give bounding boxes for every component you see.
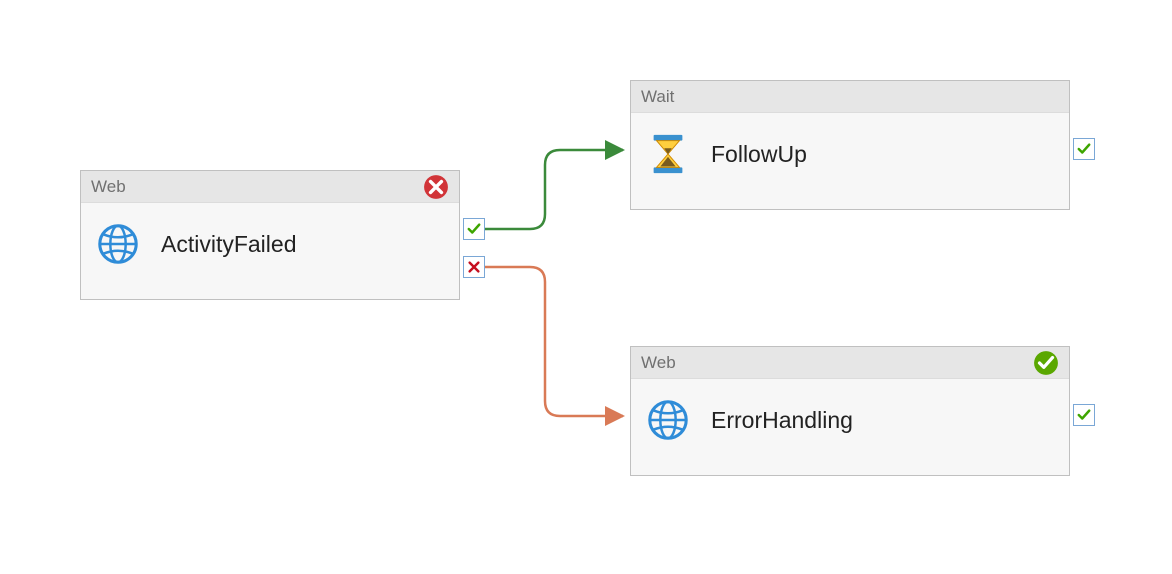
node-header: Web — [81, 171, 459, 203]
node-type-label: Web — [641, 347, 676, 379]
node-label: FollowUp — [711, 141, 807, 168]
status-failed-icon — [423, 174, 449, 200]
hourglass-icon — [645, 131, 691, 177]
pipeline-canvas[interactable]: Web ActivityFailed — [0, 0, 1172, 574]
globe-icon — [645, 397, 691, 443]
node-error-handling[interactable]: Web ErrorHandling — [630, 346, 1070, 476]
node-header: Web — [631, 347, 1069, 379]
edge-success — [485, 150, 623, 229]
port-success[interactable] — [1073, 138, 1095, 160]
node-label: ActivityFailed — [161, 231, 296, 258]
node-body: ErrorHandling — [631, 379, 1069, 465]
node-body: ActivityFailed — [81, 203, 459, 289]
node-activity-failed[interactable]: Web ActivityFailed — [80, 170, 460, 300]
status-success-icon — [1033, 350, 1059, 376]
node-body: FollowUp — [631, 113, 1069, 199]
port-fail[interactable] — [463, 256, 485, 278]
node-type-label: Wait — [641, 81, 674, 113]
node-header: Wait — [631, 81, 1069, 113]
port-success[interactable] — [463, 218, 485, 240]
node-label: ErrorHandling — [711, 407, 853, 434]
edge-fail — [485, 267, 623, 416]
port-success[interactable] — [1073, 404, 1095, 426]
globe-icon — [95, 221, 141, 267]
node-follow-up[interactable]: Wait FollowUp — [630, 80, 1070, 210]
node-type-label: Web — [91, 171, 126, 203]
